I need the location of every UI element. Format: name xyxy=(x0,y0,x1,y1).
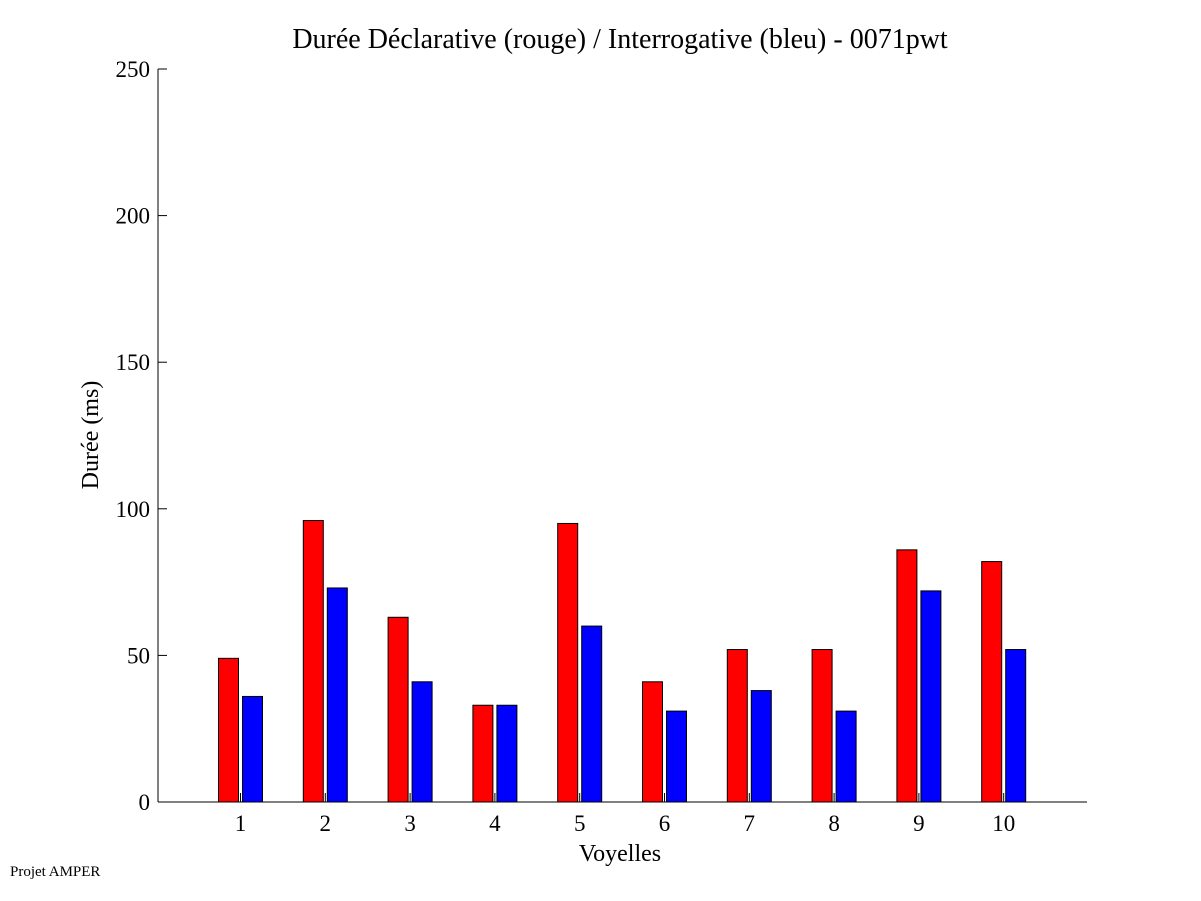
x-tick-label: 8 xyxy=(828,811,840,836)
bar xyxy=(896,549,918,803)
chart-title: Durée Déclarative (rouge) / Interrogativ… xyxy=(292,24,948,55)
x-tick-label: 2 xyxy=(320,811,332,836)
y-axis-label: Durée (ms) xyxy=(78,381,104,490)
y-tick-label: 0 xyxy=(139,790,151,815)
bar xyxy=(472,704,494,803)
y-tick-label: 200 xyxy=(116,204,151,229)
bar xyxy=(302,520,324,803)
bar xyxy=(835,710,857,803)
y-tick-label: 100 xyxy=(116,497,151,522)
bar xyxy=(496,704,518,803)
x-tick-label: 9 xyxy=(913,811,925,836)
bar xyxy=(581,625,603,803)
bar xyxy=(242,695,263,803)
bar xyxy=(326,587,348,803)
bar xyxy=(920,590,942,803)
bar xyxy=(642,681,663,803)
x-tick-label: 6 xyxy=(659,811,671,836)
bar xyxy=(981,561,1003,803)
x-tick-label: 5 xyxy=(574,811,586,836)
bar xyxy=(726,649,748,803)
bar xyxy=(387,616,409,803)
y-tick-label: 250 xyxy=(116,57,151,82)
bar xyxy=(557,522,579,803)
x-tick-label: 4 xyxy=(489,811,501,836)
bar xyxy=(1005,649,1027,803)
y-tick-label: 50 xyxy=(127,643,150,668)
x-tick-label: 10 xyxy=(992,811,1015,836)
bar xyxy=(218,657,239,803)
bar xyxy=(750,690,772,803)
x-axis-label: Voyelles xyxy=(579,841,661,867)
x-tick-label: 3 xyxy=(404,811,416,836)
x-tick-label: 1 xyxy=(235,811,247,836)
x-tick-label: 7 xyxy=(744,811,756,836)
y-tick-label: 150 xyxy=(116,350,151,375)
footer-note: Projet AMPER xyxy=(10,864,101,880)
bar xyxy=(666,710,687,803)
bar xyxy=(811,649,833,803)
bar xyxy=(411,681,433,803)
plot-area: 0 50 100 150 200 250 1 2 3 4 5 6 7 8 9 10 xyxy=(116,57,1087,836)
